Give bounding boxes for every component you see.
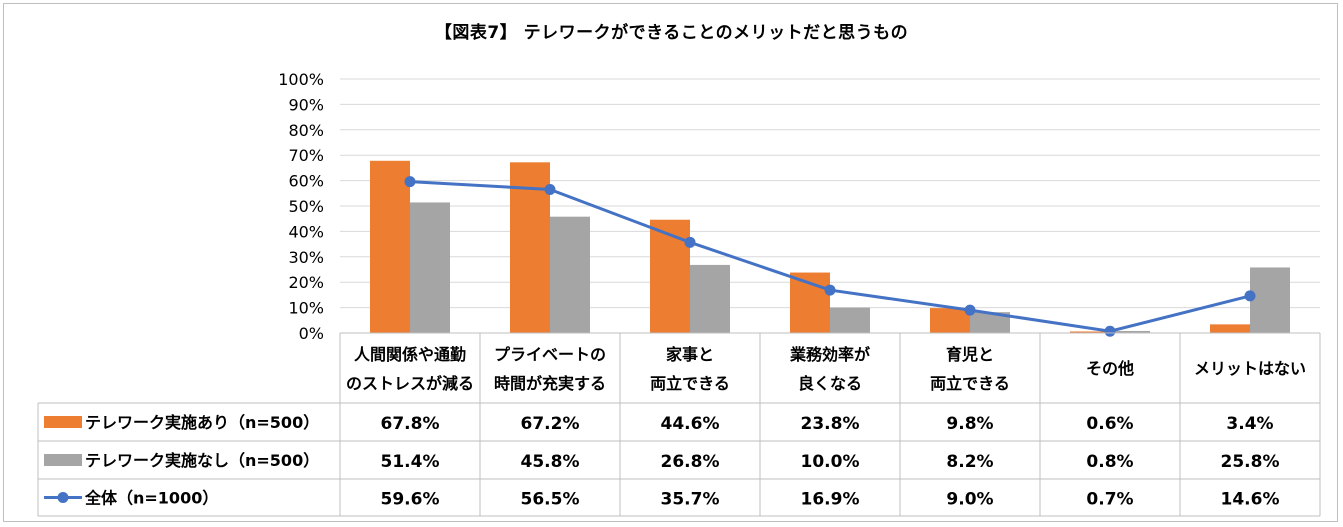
bar-implemented xyxy=(370,160,410,333)
bar-implemented xyxy=(510,162,550,333)
bar-implemented xyxy=(650,219,690,333)
y-tick-label: 60% xyxy=(288,172,324,191)
data-label: 44.6% xyxy=(661,414,720,434)
data-label: 45.8% xyxy=(521,452,580,472)
line-point xyxy=(404,176,416,188)
bar-implemented xyxy=(930,308,970,333)
y-tick-label: 10% xyxy=(288,299,324,318)
data-label: 0.8% xyxy=(1086,452,1133,472)
data-label: 8.2% xyxy=(946,452,993,472)
data-label: 35.7% xyxy=(661,490,720,510)
category-label: 家事と xyxy=(666,345,714,364)
data-label: 10.0% xyxy=(801,452,860,472)
line-point xyxy=(1244,290,1256,302)
data-label: 51.4% xyxy=(381,452,440,472)
bar-not-implemented xyxy=(830,307,870,333)
data-label: 14.6% xyxy=(1221,490,1280,510)
line-point xyxy=(964,304,976,316)
y-tick-label: 90% xyxy=(288,95,324,114)
y-tick-label: 80% xyxy=(288,121,324,140)
data-label: 0.6% xyxy=(1086,414,1133,434)
category-label: 人間関係や通勤 xyxy=(354,345,466,364)
line-point xyxy=(824,284,836,296)
data-label: 0.7% xyxy=(1086,490,1133,510)
data-label: 9.0% xyxy=(946,490,993,510)
chart-title: 【図表7】 テレワークができることのメリットだと思うもの xyxy=(434,23,909,43)
bar-implemented xyxy=(1070,331,1110,333)
category-label: 育児と xyxy=(946,345,994,364)
category-label: プライベートの xyxy=(494,345,606,364)
line-point xyxy=(544,183,556,195)
data-label: 56.5% xyxy=(521,490,580,510)
category-label: 良くなる xyxy=(798,374,862,393)
y-tick-label: 0% xyxy=(299,324,324,343)
data-label: 59.6% xyxy=(381,490,440,510)
legend-marker-total xyxy=(57,492,69,503)
bar-not-implemented xyxy=(410,202,450,333)
category-label: 両立できる xyxy=(650,374,730,393)
line-point xyxy=(684,236,696,248)
legend-swatch-implemented xyxy=(44,416,82,428)
category-label: 両立できる xyxy=(930,374,1010,393)
bar-not-implemented xyxy=(1250,267,1290,333)
legend-label: テレワーク実施なし（n=500） xyxy=(85,451,319,470)
legend-label: 全体（n=1000） xyxy=(84,489,218,508)
y-tick-label: 30% xyxy=(288,248,324,267)
legend-swatch-not-implemented xyxy=(44,454,82,466)
data-label: 67.2% xyxy=(521,414,580,434)
category-label: 業務効率が xyxy=(789,345,870,364)
data-label: 16.9% xyxy=(801,490,860,510)
bar-not-implemented xyxy=(1110,330,1150,333)
bar-not-implemented xyxy=(550,216,590,333)
data-label: 9.8% xyxy=(946,414,993,434)
bar-implemented xyxy=(1210,324,1250,333)
y-tick-label: 70% xyxy=(288,146,324,165)
category-label: メリットはない xyxy=(1194,359,1306,378)
data-label: 3.4% xyxy=(1226,414,1273,434)
y-tick-label: 40% xyxy=(288,222,324,241)
bar-not-implemented xyxy=(970,312,1010,333)
data-label: 23.8% xyxy=(801,414,860,434)
data-label: 67.8% xyxy=(381,414,440,434)
y-tick-label: 50% xyxy=(288,197,324,216)
category-label: その他 xyxy=(1086,359,1134,378)
bar-implemented xyxy=(790,272,830,333)
bar-not-implemented xyxy=(690,264,730,333)
line-point xyxy=(1104,325,1116,337)
category-label: のストレスが減る xyxy=(346,374,474,393)
y-tick-label: 100% xyxy=(278,70,324,89)
y-tick-label: 20% xyxy=(288,273,324,292)
legend-label: テレワーク実施あり（n=500） xyxy=(85,413,319,432)
data-label: 26.8% xyxy=(661,452,720,472)
data-label: 25.8% xyxy=(1221,452,1280,472)
category-label: 時間が充実する xyxy=(494,374,606,393)
